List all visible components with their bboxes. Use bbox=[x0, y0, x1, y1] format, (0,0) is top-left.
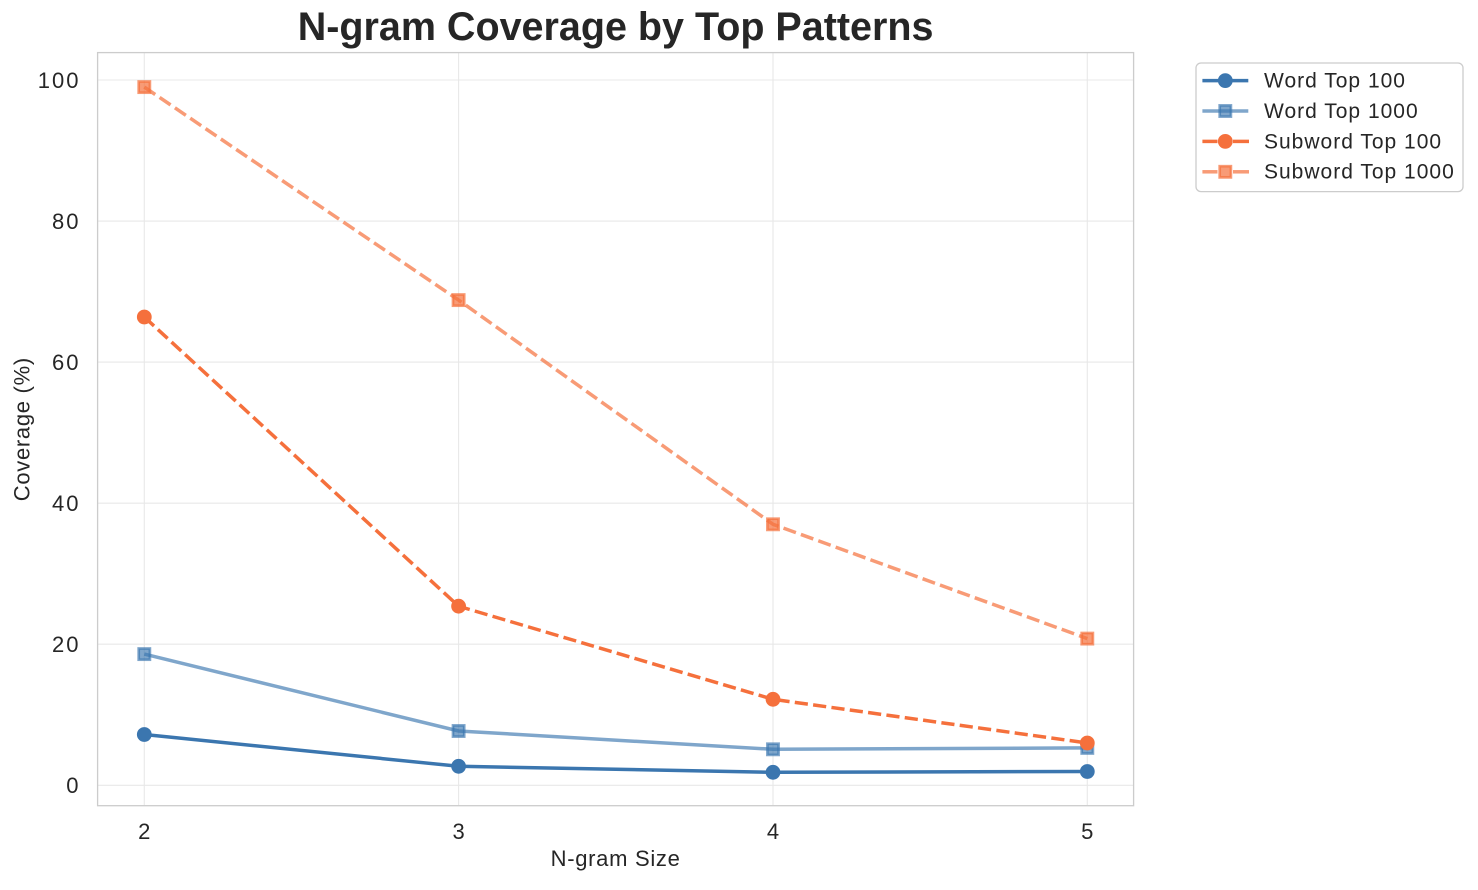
svg-text:2: 2 bbox=[138, 819, 150, 844]
svg-text:0: 0 bbox=[66, 773, 80, 798]
svg-text:5: 5 bbox=[1081, 819, 1093, 844]
svg-text:100: 100 bbox=[38, 68, 81, 93]
svg-text:Subword Top 1000: Subword Top 1000 bbox=[1264, 161, 1455, 184]
svg-text:4: 4 bbox=[767, 819, 779, 844]
svg-text:Word Top 1000: Word Top 1000 bbox=[1264, 100, 1419, 123]
svg-text:N-gram Size: N-gram Size bbox=[551, 846, 681, 871]
svg-text:40: 40 bbox=[52, 491, 80, 516]
svg-text:Coverage (%): Coverage (%) bbox=[10, 357, 35, 501]
svg-text:3: 3 bbox=[452, 819, 464, 844]
svg-text:N-gram Coverage by Top Pattern: N-gram Coverage by Top Patterns bbox=[298, 5, 934, 49]
svg-text:Subword Top 100: Subword Top 100 bbox=[1264, 130, 1442, 153]
svg-text:Word Top 100: Word Top 100 bbox=[1264, 70, 1406, 93]
svg-text:80: 80 bbox=[52, 209, 80, 234]
svg-text:20: 20 bbox=[52, 632, 80, 657]
svg-text:60: 60 bbox=[52, 350, 80, 375]
